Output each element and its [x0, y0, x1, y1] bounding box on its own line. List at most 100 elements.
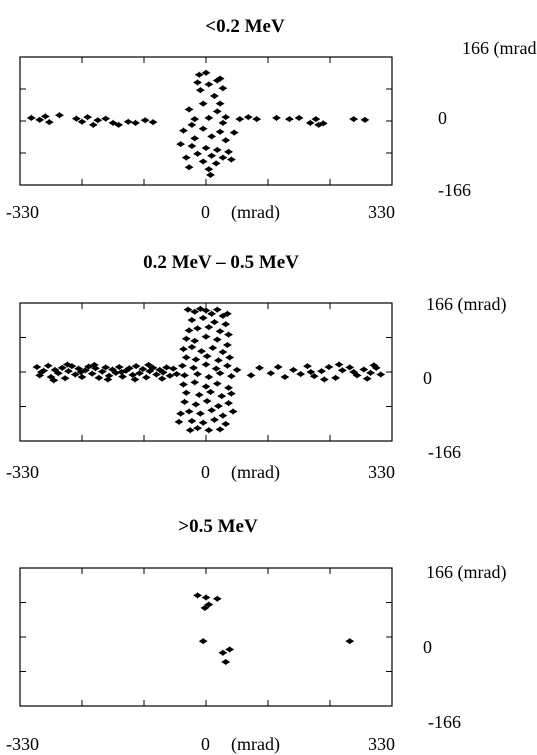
data-point	[215, 128, 225, 135]
data-point	[212, 595, 222, 602]
panel-low-energy: <0.2 MeV 166 (mrad) 0 -166 -330 0 (mrad)…	[6, 16, 537, 223]
data-point	[190, 116, 200, 123]
data-point	[158, 369, 168, 376]
data-point	[84, 363, 94, 370]
data-point	[208, 344, 218, 351]
data-point	[179, 381, 188, 388]
data-point	[36, 369, 46, 375]
data-point	[201, 333, 211, 340]
panel-3-frame	[19, 567, 393, 707]
data-point	[215, 75, 225, 82]
data-point	[201, 307, 211, 314]
data-point	[252, 116, 262, 123]
data-point	[191, 401, 201, 408]
data-point	[345, 638, 355, 645]
panel-1-y-min-label: -166	[438, 180, 471, 200]
data-point	[135, 370, 144, 377]
panel-3-x-unit-label: (mrad)	[231, 734, 280, 755]
data-point	[64, 368, 73, 375]
data-point	[70, 371, 80, 378]
data-point	[93, 117, 103, 124]
data-point	[131, 119, 140, 126]
data-point	[229, 129, 239, 136]
data-point	[195, 305, 205, 312]
data-point	[49, 377, 59, 384]
data-point	[212, 306, 222, 313]
panel-1-y-zero-label: 0	[438, 108, 447, 128]
data-point	[226, 390, 236, 397]
data-point	[118, 373, 128, 380]
data-point	[165, 372, 175, 379]
data-point	[360, 116, 370, 123]
data-point	[198, 125, 208, 132]
data-point	[349, 116, 359, 123]
data-point	[201, 383, 211, 390]
data-point	[185, 427, 195, 434]
data-point	[26, 114, 36, 121]
data-point	[224, 148, 233, 155]
panel-mid-energy: 0.2 MeV – 0.5 MeV 166 (mrad) 0 -166 -330…	[6, 252, 506, 483]
data-point	[198, 638, 208, 645]
data-point	[181, 154, 191, 161]
panel-3-y-max-label: 166 (mrad)	[426, 562, 506, 583]
panel-2-points	[32, 305, 386, 434]
data-point	[114, 121, 124, 128]
data-point	[222, 362, 232, 369]
data-point	[218, 85, 228, 92]
data-point	[50, 366, 60, 373]
data-point	[202, 398, 212, 405]
data-point	[204, 427, 214, 434]
data-point	[366, 369, 376, 376]
data-point	[128, 371, 138, 378]
data-point	[201, 69, 211, 76]
data-point	[57, 364, 67, 371]
data-point	[184, 408, 194, 415]
data-point	[148, 364, 158, 371]
data-point	[198, 100, 208, 107]
data-point	[306, 369, 316, 375]
data-point	[288, 366, 298, 373]
data-point	[207, 310, 217, 317]
data-point	[187, 344, 197, 351]
data-point	[193, 79, 202, 86]
data-point	[319, 376, 329, 383]
data-point	[215, 370, 225, 377]
panel-1-y-max-label: 166 (mrad)	[462, 38, 537, 59]
data-point	[157, 375, 167, 382]
panel-3-x-zero-label: 0	[201, 734, 210, 754]
data-point	[232, 366, 242, 373]
data-point	[255, 364, 264, 371]
data-point	[218, 119, 228, 126]
data-point	[184, 327, 194, 334]
data-point	[225, 354, 235, 361]
data-point	[296, 371, 306, 378]
data-point	[191, 356, 201, 363]
data-point	[193, 371, 202, 378]
panel-1-points	[26, 69, 370, 178]
data-point	[213, 357, 223, 364]
data-point	[226, 156, 236, 163]
data-point	[215, 100, 225, 107]
data-point	[211, 365, 221, 372]
data-point	[221, 658, 231, 665]
panel-2-x-unit-label: (mrad)	[231, 462, 280, 483]
data-point	[35, 116, 45, 123]
data-point	[174, 418, 184, 425]
data-point	[210, 416, 219, 423]
data-point	[190, 379, 200, 386]
data-point	[101, 364, 111, 371]
data-point	[305, 119, 315, 126]
data-point	[189, 364, 199, 371]
data-point	[218, 649, 228, 656]
data-point	[376, 371, 386, 378]
data-point	[309, 373, 319, 380]
data-point	[71, 115, 81, 122]
data-point	[94, 374, 104, 381]
data-point	[243, 114, 253, 121]
data-point	[212, 146, 222, 153]
data-point	[198, 158, 208, 165]
data-point	[318, 120, 328, 127]
data-point	[311, 116, 321, 123]
data-point	[201, 361, 211, 368]
